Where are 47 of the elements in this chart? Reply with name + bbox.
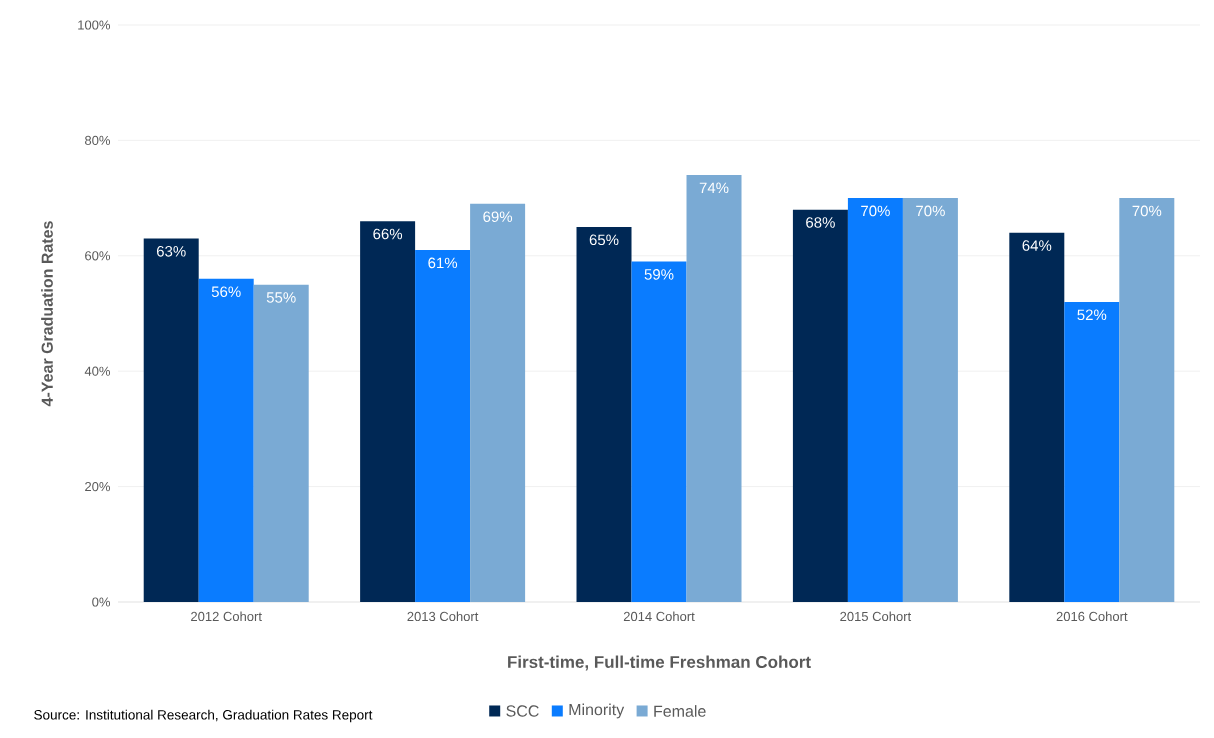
data-label: 52% <box>1077 309 1107 321</box>
data-label: 59% <box>644 269 674 280</box>
data-label: 69% <box>483 211 513 223</box>
data-label: 64% <box>1022 240 1052 251</box>
data-label: 55% <box>266 292 296 303</box>
y-axis-title: 4-Year Graduation Rates <box>41 221 53 407</box>
data-label: 74% <box>699 182 729 194</box>
y-tick-label: 100% <box>78 20 111 30</box>
data-label: 68% <box>806 217 835 228</box>
bar <box>792 209 848 602</box>
y-tick-label: 0% <box>92 597 111 607</box>
legend-label: SCC <box>506 705 539 717</box>
bar <box>143 238 199 602</box>
bar <box>198 278 254 602</box>
data-label: 70% <box>916 205 945 217</box>
data-label: 65% <box>589 234 619 246</box>
data-label: 66% <box>373 228 403 240</box>
data-label: 70% <box>1132 205 1162 217</box>
bar <box>631 261 687 602</box>
x-axis-title: First-time, Full-time Freshman Cohort <box>508 655 811 671</box>
bar <box>847 198 903 602</box>
legend-label: Minority <box>569 703 625 719</box>
bar <box>576 226 632 602</box>
bar <box>1064 301 1120 602</box>
x-tick-label: 2013 Cohort <box>407 611 479 622</box>
data-label: 70% <box>861 205 890 217</box>
bar <box>470 203 526 602</box>
bar <box>415 250 471 602</box>
x-tick-label: 2016 Cohort <box>1056 611 1128 622</box>
y-tick-label: 60% <box>85 251 111 261</box>
bar <box>253 284 309 602</box>
bar <box>1119 198 1175 602</box>
x-tick-label: 2012 Cohort <box>191 611 262 622</box>
data-label: 56% <box>211 286 241 298</box>
bar <box>902 198 958 602</box>
source-note: Source: Institutional Research, Graduation Rates Report <box>34 709 373 723</box>
bar <box>686 175 742 602</box>
y-tick-label: 80% <box>85 135 111 145</box>
x-tick-label: 2014 Cohort <box>623 611 695 622</box>
legend-label: Female <box>654 705 706 717</box>
bar <box>360 221 416 602</box>
data-label: 63% <box>156 246 186 257</box>
y-tick-label: 40% <box>84 366 111 376</box>
x-tick-label: 2015 Cohort <box>840 611 912 622</box>
data-label: 61% <box>428 257 458 269</box>
bar <box>1009 232 1065 602</box>
y-tick-label: 20% <box>85 481 111 492</box>
